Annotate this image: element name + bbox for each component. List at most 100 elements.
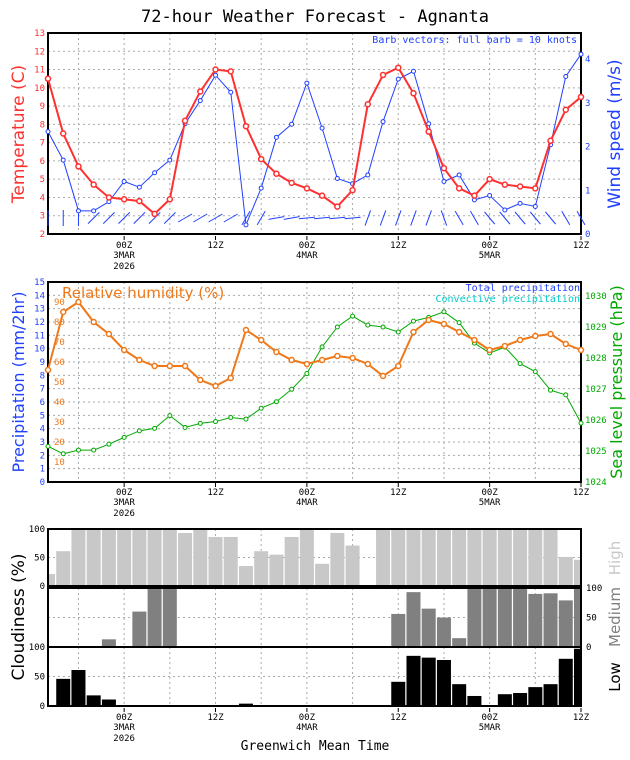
pressure-point [91,447,97,453]
time-tick-label: 00Z [481,241,498,251]
humidity-point [455,328,463,336]
pressure-point [548,387,554,393]
cloud-tick-label: 100 [29,643,45,653]
pressure-point [258,405,264,411]
temperature-tick-label: 2 [40,230,45,240]
pressure-point [60,451,66,457]
pressure-tick-label: 1026 [585,416,607,426]
pressure-tick-label: 1029 [585,323,607,333]
wind-speed-point [228,89,234,95]
precipitation-tick-label: 7 [40,385,45,395]
pressure-point [167,413,173,419]
medium-cloud-bar [513,588,528,647]
wind-barb [364,210,372,226]
wind-barb [425,210,432,226]
precipitation-tick-label: 11 [34,331,45,341]
low-cloud-bar [467,695,482,706]
temperature-point [90,181,97,188]
low-cloud-bar [574,648,581,706]
wind-tick-label: 1 [585,186,590,196]
medium-cloud-bar [452,638,467,647]
medium-cloud-bar [558,600,573,647]
high-cloud-bar [208,536,223,586]
temperature-point [455,185,463,192]
high-cloud-bar [452,529,467,586]
temperature-point [577,93,585,101]
pressure-point [228,415,234,421]
temperature-tick-label: 6 [40,157,45,167]
temperature-point [364,101,372,108]
high-cloud-bar [497,529,512,586]
humidity-point [379,372,387,380]
humidity-point [120,346,128,354]
temperature-point [120,196,128,203]
wind-speed-point [334,175,340,181]
humidity-point [181,362,189,370]
pressure-point [121,434,127,440]
high-cloud-bars [48,529,581,586]
wind-axis-label: Wind speed (m/s) [605,59,625,208]
precipitation-tick-label: 5 [40,411,45,421]
low-cloud-bar [56,678,71,706]
low-cloud-bar [101,699,116,706]
high-cloud-bar [178,532,193,586]
humidity-tick-label: 10 [54,458,65,468]
humidity-point [44,366,52,374]
wind-speed-point [152,170,158,176]
high-cloud-bar [132,529,147,586]
time-date-label: 3MAR [113,723,135,733]
humidity-point [516,336,524,344]
high-cloud-bar [48,574,55,586]
precipitation-tick-label: 0 [40,478,45,488]
high-cloud-bar [574,559,581,586]
pressure-point [410,318,416,324]
wind-speed-point [167,157,173,163]
precipitation-tick-label: 2 [40,451,45,461]
temperature-tick-label: 11 [34,66,45,76]
plot-frame [47,281,582,483]
humidity-point [364,360,372,368]
pressure-point [289,386,295,392]
pressure-point [319,344,325,350]
temperature-point [532,185,539,192]
temperature-tick-label: 3 [40,212,45,222]
pressure-point [350,313,356,319]
wind-speed-point [517,200,523,206]
humidity-point [227,374,234,382]
temperature-point [242,122,250,130]
cloud-tick-label: 0 [40,702,45,712]
time-tick-label: 00Z [299,241,316,251]
humidity-point [136,356,143,364]
high-cloud-bar [406,529,421,586]
temperature-point [273,170,280,177]
wind-tick-label: 3 [585,99,590,109]
wind-speed-point [426,121,432,127]
pressure-point [152,425,158,431]
time-year-label: 2026 [113,734,135,744]
temperature-tick-label: 8 [40,120,45,130]
humidity-tick-label: 50 [54,378,65,388]
humidity-label: Relative humidity (%) [62,284,224,302]
wind-barb [241,210,251,226]
time-date-label: 3MAR [113,251,135,261]
temperature-point [166,196,174,203]
medium-cloud-bar [162,588,177,647]
high-cloud-bar [71,529,86,586]
temperature-point [257,155,265,163]
low-cloud-bar [436,659,451,706]
humidity-tick-label: 40 [54,398,65,408]
high-cloud-bar [254,551,269,586]
high-cloud-bar [513,529,528,586]
time-date-label: 5MAR [479,723,501,733]
temperature-point [181,117,189,124]
low-cloud-bar [528,687,543,706]
precipitation-tick-label: 14 [34,291,45,301]
humidity-point [197,376,204,384]
temperature-point [303,185,311,192]
cloud-tick-label: 50 [586,614,597,624]
time-tick-label: 12Z [207,241,224,251]
plot-frame [47,528,582,587]
time-tick-label: 00Z [299,713,316,723]
high-cloud-bar [147,529,162,586]
precipitation-tick-label: 13 [34,305,45,315]
